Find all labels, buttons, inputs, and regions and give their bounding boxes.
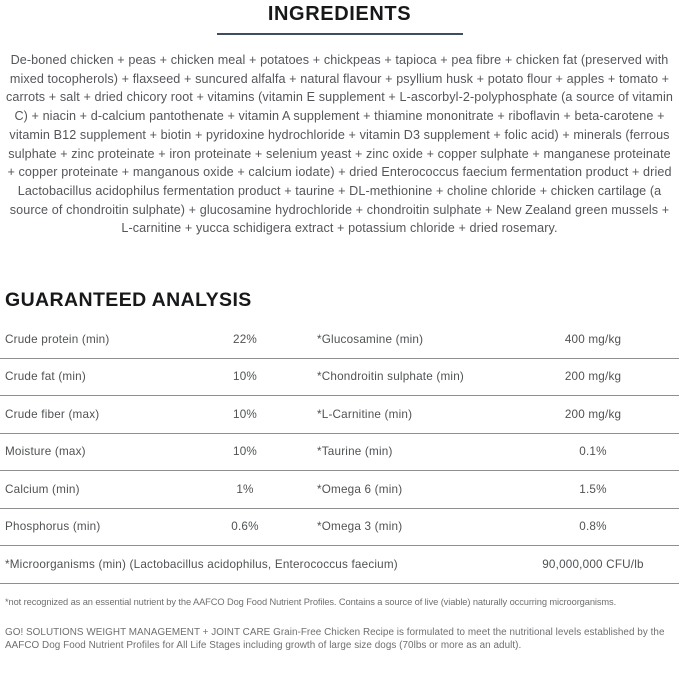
ingredients-paragraph: De-boned chicken + peas + chicken meal +… xyxy=(6,53,673,236)
nutrient-label: *Microorganisms (min) (Lactobacillus aci… xyxy=(5,557,398,571)
guaranteed-analysis-table: Crude protein (min) 22% *Glucosamine (mi… xyxy=(0,321,679,584)
analysis-row-fiber-carnitine: Crude fiber (max) 10% *L-Carnitine (min)… xyxy=(0,396,679,434)
nutrient-value: 22% xyxy=(233,332,257,346)
nutrient-value: 1% xyxy=(236,482,254,496)
guaranteed-analysis-heading: GUARANTEED ANALYSIS xyxy=(5,289,252,312)
nutrient-label: *Omega 6 (min) xyxy=(317,482,403,496)
heading-underline-rule xyxy=(216,33,463,35)
nutrient-value: 200 mg/kg xyxy=(564,407,622,421)
nutrient-label: Calcium (min) xyxy=(5,482,80,496)
nutrient-value: 0.1% xyxy=(579,445,607,459)
nutrient-label: Crude protein (min) xyxy=(5,332,110,346)
analysis-row-phosphorus-omega3: Phosphorus (min) 0.6% *Omega 3 (min) 0.8… xyxy=(0,509,679,547)
nutrient-label: *Omega 3 (min) xyxy=(317,520,403,534)
nutrient-label: *L-Carnitine (min) xyxy=(317,407,413,421)
nutrient-value: 200 mg/kg xyxy=(564,370,622,384)
analysis-row-calcium-omega6: Calcium (min) 1% *Omega 6 (min) 1.5% xyxy=(0,471,679,509)
aafco-footnote: *not recognized as an essential nutrient… xyxy=(5,596,617,607)
nutrient-label: Phosphorus (min) xyxy=(5,520,101,534)
nutrient-label: *Chondroitin sulphate (min) xyxy=(317,370,465,384)
nutrient-value: 0.6% xyxy=(231,520,259,534)
nutrient-label: Crude fat (min) xyxy=(5,370,86,384)
nutrient-value: 10% xyxy=(233,370,257,384)
nutrient-value: 400 mg/kg xyxy=(564,332,622,346)
nutrient-label: Crude fiber (max) xyxy=(5,407,100,421)
nutrient-value: 1.5% xyxy=(579,482,607,496)
analysis-row-protein-glucosamine: Crude protein (min) 22% *Glucosamine (mi… xyxy=(0,321,679,359)
nutrient-label: Moisture (max) xyxy=(5,445,86,459)
nutrient-label: *Taurine (min) xyxy=(317,445,393,459)
nutrient-label: *Glucosamine (min) xyxy=(317,332,424,346)
analysis-row-fat-chondroitin: Crude fat (min) 10% *Chondroitin sulphat… xyxy=(0,359,679,397)
nutrient-value: 0.8% xyxy=(579,520,607,534)
analysis-row-moisture-taurine: Moisture (max) 10% *Taurine (min) 0.1% xyxy=(0,434,679,472)
ingredients-heading: INGREDIENTS xyxy=(267,3,412,25)
nutrient-value: 90,000,000 CFU/lb xyxy=(542,557,644,571)
nutrient-value: 10% xyxy=(233,407,257,421)
nutrient-value: 10% xyxy=(233,445,257,459)
analysis-row-microorganisms: *Microorganisms (min) (Lactobacillus aci… xyxy=(0,546,679,584)
compliance-statement: GO! SOLUTIONS WEIGHT MANAGEMENT + JOINT … xyxy=(5,626,665,652)
